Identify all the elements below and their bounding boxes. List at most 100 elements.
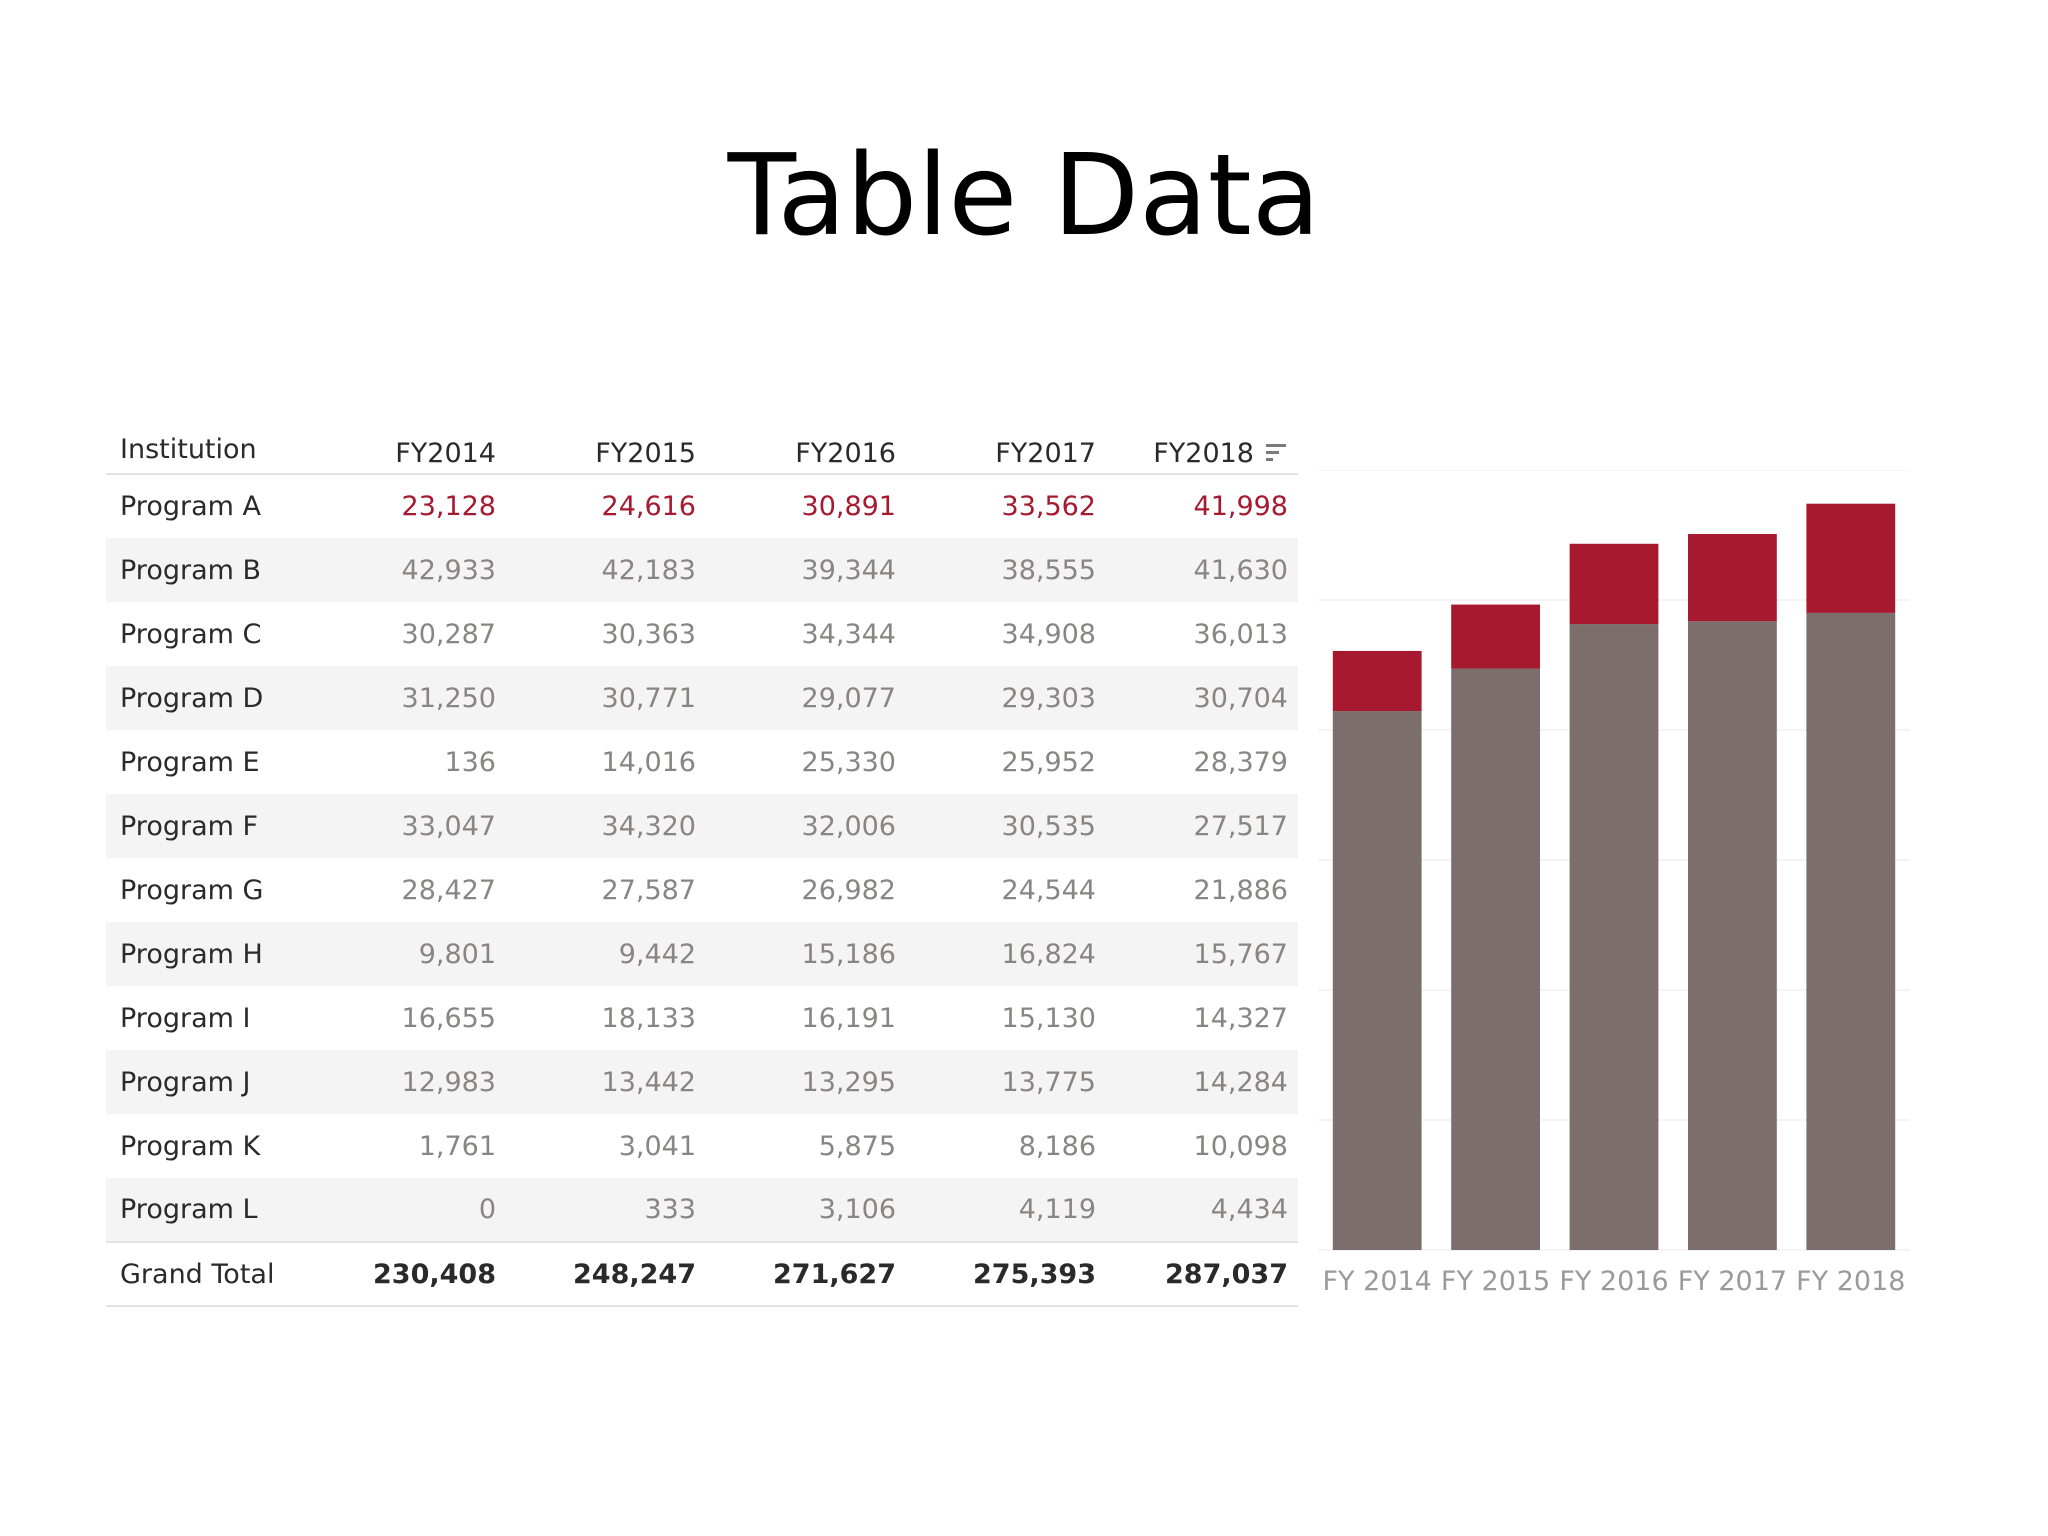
bar-highlight-segment[interactable] [1569,543,1659,625]
data-table-panel: Institution FY2014 FY2015 FY2016 FY2017 … [106,428,1298,1307]
institution-cell: Program J [106,1050,306,1114]
value-cell: 18,133 [601,1002,696,1034]
table-row[interactable]: Program A 23,128 24,616 30,891 33,562 41,998 [106,474,1298,538]
value-cell: 15,186 [706,922,906,986]
value-cell: 10,098 [1193,1130,1288,1162]
value-cell: 41,998 [1193,491,1288,522]
table-row[interactable]: Program E 136 14,016 25,330 25,952 28,379 [106,730,1298,794]
value-cell: 42,933 [306,538,506,602]
bar-base-segment[interactable] [1332,711,1422,1250]
bar-base-segment[interactable] [1569,624,1659,1250]
grand-total-value: 275,393 [906,1241,1106,1307]
table-row[interactable]: Program G 28,427 27,587 26,982 24,544 21,886 [106,858,1298,922]
value-cell: 25,330 [801,746,896,778]
value-cell: 136 [444,746,496,778]
institution-cell: Program B [106,538,306,602]
data-table: Institution FY2014 FY2015 FY2016 FY2017 … [106,428,1298,1307]
bar-highlight-segment[interactable] [1806,503,1896,613]
bar-base-segment[interactable] [1688,621,1777,1250]
value-cell: 14,016 [601,746,696,778]
grand-total-value: 271,627 [706,1241,906,1307]
value-cell: 33,047 [306,794,506,858]
column-header-fy2018[interactable]: FY2018 [1106,428,1298,475]
table-row[interactable]: Program C 30,287 30,363 34,344 34,908 36,013 [106,602,1298,666]
value-cell: 8,186 [1018,1130,1096,1162]
value-cell: 30,704 [1106,666,1298,730]
x-tick-label: FY 2014 [1323,1266,1432,1297]
value-cell: 42,183 [506,538,706,602]
bar-base-segment[interactable] [1451,668,1540,1250]
value-cell: 4,119 [906,1178,1106,1242]
table-row[interactable]: Program F 33,047 34,320 32,006 30,535 27,517 [106,794,1298,858]
table-row[interactable]: Program L 0 333 3,106 4,119 4,434 [106,1178,1298,1242]
value-cell: 13,295 [706,1050,906,1114]
table-row[interactable]: Program B 42,933 42,183 39,344 38,555 41,630 [106,538,1298,602]
value-cell: 39,344 [706,538,906,602]
institution-cell: Program C [120,618,262,650]
institution-cell: Program F [106,794,306,858]
value-cell: 9,801 [306,922,506,986]
value-cell: 13,775 [906,1050,1106,1114]
value-cell: 36,013 [1193,618,1288,650]
grand-total-value: 230,408 [306,1241,506,1307]
chart-svg: FY 2014 FY 2015 FY 2016 FY 2017 FY 2018 [1318,470,1910,1297]
bar-highlight-segment[interactable] [1332,650,1422,712]
value-cell: 30,363 [601,618,696,650]
value-cell: 30,535 [906,794,1106,858]
value-cell: 38,555 [906,538,1106,602]
institution-cell: Program D [106,666,306,730]
value-cell: 3,041 [618,1130,696,1162]
column-header-fy2017[interactable]: FY2017 [906,428,1106,475]
x-tick-label: FY 2018 [1796,1266,1905,1297]
x-tick-label: FY 2017 [1678,1266,1787,1297]
value-cell: 27,517 [1106,794,1298,858]
value-cell: 34,320 [506,794,706,858]
grand-total-row: Grand Total 230,408 248,247 271,627 275,393 2… [106,1241,1298,1307]
value-cell: 25,952 [1001,746,1096,778]
value-cell: 32,006 [706,794,906,858]
value-cell: 34,344 [801,618,896,650]
table-row[interactable]: Program K 1,761 3,041 5,875 8,186 10,098 [106,1114,1298,1178]
institution-cell: Program I [120,1002,251,1034]
table-row[interactable]: Program D 31,250 30,771 29,077 29,303 30,704 [106,666,1298,730]
value-cell: 15,767 [1106,922,1298,986]
value-cell: 16,824 [906,922,1106,986]
value-cell: 14,327 [1193,1002,1288,1034]
table-row[interactable]: Program J 12,983 13,442 13,295 13,775 14,284 [106,1050,1298,1114]
x-tick-label: FY 2016 [1559,1266,1668,1297]
value-cell: 30,771 [506,666,706,730]
bar-base-segment[interactable] [1806,612,1896,1250]
value-cell: 23,128 [401,491,496,522]
value-cell: 31,250 [306,666,506,730]
value-cell: 41,630 [1106,538,1298,602]
value-cell: 30,891 [801,491,896,522]
value-cell: 28,379 [1193,746,1288,778]
value-cell: 13,442 [506,1050,706,1114]
value-cell: 3,106 [706,1178,906,1242]
institution-cell: Program H [106,922,306,986]
value-cell: 33,562 [1001,491,1096,522]
value-cell: 333 [506,1178,706,1242]
value-cell: 28,427 [401,874,496,906]
table-row[interactable]: Program H 9,801 9,442 15,186 16,824 15,767 [106,922,1298,986]
column-header-fy2015[interactable]: FY2015 [506,428,706,475]
institution-cell: Program K [120,1130,261,1162]
slide-title: Table Data [727,131,1321,261]
column-header-fy2014[interactable]: FY2014 [306,428,506,475]
column-header-fy2016[interactable]: FY2016 [706,428,906,475]
bar-highlight-segment[interactable] [1688,533,1777,622]
sort-descending-icon[interactable] [1266,444,1288,464]
value-cell: 29,077 [706,666,906,730]
value-cell: 27,587 [601,874,696,906]
institution-cell: Program E [120,746,260,778]
value-cell: 29,303 [906,666,1106,730]
grand-total-label: Grand Total [106,1241,306,1307]
institution-cell: Program G [120,874,264,906]
table-row[interactable]: Program I 16,655 18,133 16,191 15,130 14,327 [106,986,1298,1050]
value-cell: 12,983 [306,1050,506,1114]
value-cell: 4,434 [1106,1178,1298,1242]
bar-highlight-segment[interactable] [1451,604,1540,669]
column-header-institution[interactable]: Institution [106,428,306,475]
value-cell: 9,442 [506,922,706,986]
x-tick-label: FY 2015 [1441,1266,1550,1297]
